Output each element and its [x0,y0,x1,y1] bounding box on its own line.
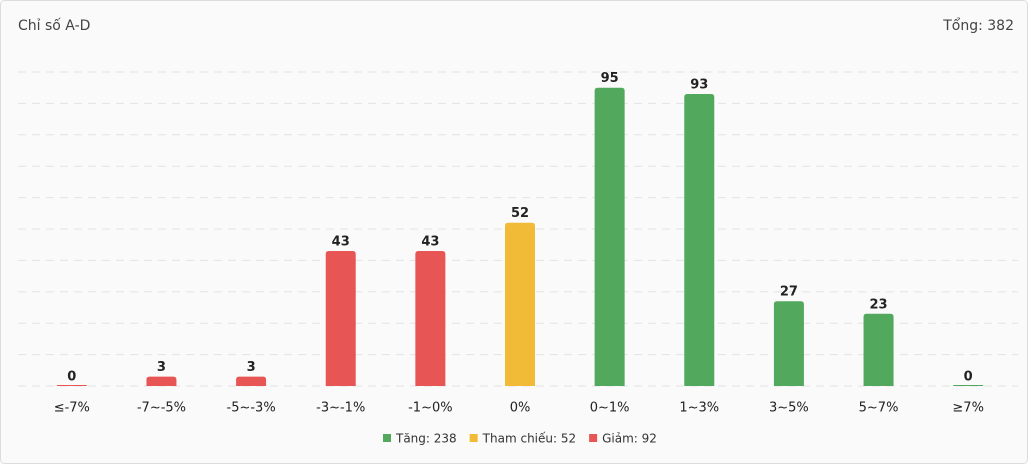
data-label: 0 [964,370,973,385]
legend-label: Tăng: 238 [395,432,457,446]
x-tick-label: -7~-5% [137,401,186,416]
x-tick-label: ≤-7% [54,401,90,416]
x-tick-label: 5~7% [859,401,899,416]
x-tick-label: 1~3% [679,401,719,416]
data-label: 95 [601,71,619,86]
bar [56,385,87,386]
legend-label: Giảm: 92 [602,432,657,446]
bar [146,376,177,386]
data-label: 52 [511,206,529,221]
x-tick-label: 0% [510,401,531,416]
data-label: 3 [157,360,166,375]
data-label: 3 [247,360,256,375]
data-label: 27 [780,285,798,300]
data-label: 43 [332,234,350,249]
x-tick-label: -3~-1% [316,401,365,416]
bar [863,313,894,386]
x-tick-label: 0~1% [590,401,630,416]
chart-title: Chỉ số A-D [18,17,90,34]
legend-label: Tham chiếu: 52 [482,432,576,446]
bar [953,385,984,386]
bar [415,250,446,386]
x-tick-label: -5~-3% [227,401,276,416]
total: Tổng: 382 [942,17,1014,34]
bar [236,376,267,386]
bar [505,222,535,386]
legend-swatch [383,434,391,442]
bar [325,250,356,386]
legend-swatch [589,434,598,442]
bar [773,301,804,386]
x-tick-label: ≥7% [952,401,984,416]
data-label: 93 [690,77,708,92]
bar [594,87,625,386]
data-label: 0 [67,370,76,385]
x-tick-label: 3~5% [769,401,809,416]
x-tick-label: -1~0% [408,401,452,416]
bar [684,93,715,386]
legend-swatch [469,434,478,442]
data-label: 43 [421,234,439,249]
data-label: 23 [869,297,887,312]
